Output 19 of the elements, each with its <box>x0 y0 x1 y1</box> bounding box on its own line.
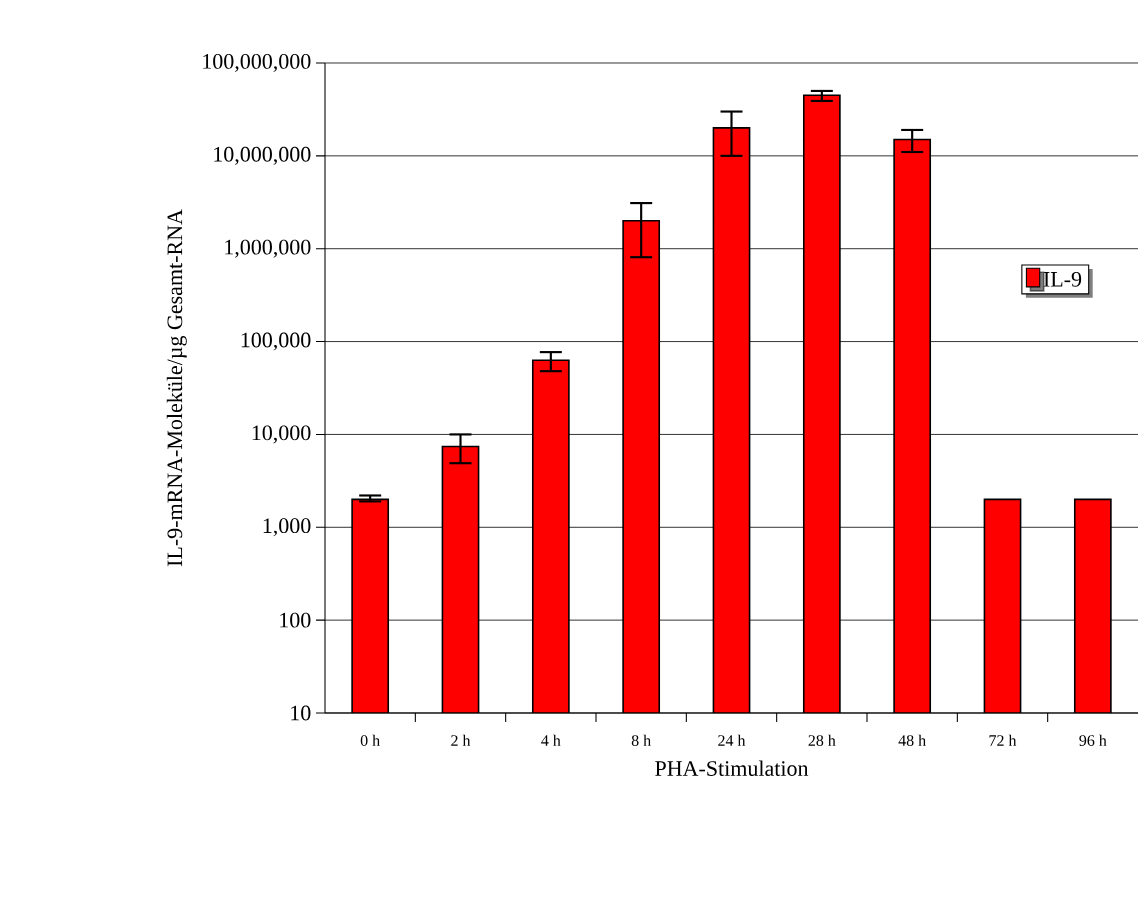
x-tick-label: 0 h <box>360 734 380 746</box>
y-tick-label: 100,000 <box>241 332 311 351</box>
y-tick-label: 1,000 <box>263 518 311 537</box>
x-tick-label: 4 h <box>541 734 561 746</box>
x-tick-label: 48 h <box>898 734 926 746</box>
x-tick-label: 8 h <box>631 734 651 746</box>
x-tick-label: 2 h <box>451 734 471 746</box>
y-tick-label: 1,000,000 <box>225 239 311 258</box>
y-tick-label: 100,000,000 <box>203 53 311 72</box>
x-tick-label: 72 h <box>989 734 1017 746</box>
x-tick-label: 24 h <box>718 734 746 746</box>
y-tick-label: 10,000,000 <box>214 146 311 165</box>
y-tick-label: 10 <box>291 705 311 721</box>
y-tick-label: 10,000 <box>252 425 311 444</box>
x-tick-label: 28 h <box>808 734 836 746</box>
y-axis-title: IL-9-mRNA-Moleküle/µg Gesamt-RNA <box>166 209 187 567</box>
x-tick-label: 96 h <box>1079 734 1107 746</box>
x-axis-title: PHA-Stimulation <box>655 760 809 776</box>
y-tick-label: 100 <box>280 612 311 628</box>
